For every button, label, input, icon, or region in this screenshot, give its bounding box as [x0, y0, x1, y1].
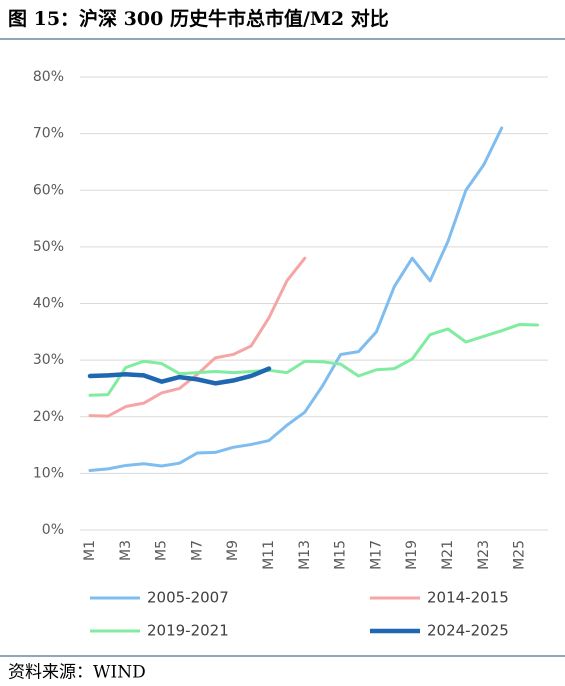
x-tick-label: M11 [261, 540, 277, 570]
legend-label: 2014-2015 [427, 589, 509, 607]
y-tick-label: 30% [33, 352, 64, 368]
legend-label: 2005-2007 [147, 589, 229, 607]
y-tick-label: 60% [33, 182, 64, 198]
line-series [88, 126, 504, 473]
x-tick-label: M5 [154, 540, 170, 561]
y-tick-label: 20% [33, 409, 64, 425]
line-series [88, 322, 539, 397]
x-tick-label: M13 [297, 540, 313, 570]
y-tick-label: 40% [33, 296, 64, 312]
x-tick-label: M9 [225, 540, 241, 561]
line-series [88, 256, 307, 418]
chart-title: 图 15：沪深 300 历史牛市总市值/M2 对比 [8, 7, 389, 30]
y-tick-label: 70% [33, 126, 64, 142]
line-series [87, 366, 272, 386]
x-tick-label: M23 [476, 540, 492, 570]
y-tick-label: 80% [33, 69, 64, 85]
x-tick-label: M1 [82, 540, 98, 561]
x-tick-label: M15 [333, 540, 349, 570]
x-tick-label: M3 [118, 540, 134, 561]
x-tick-label: M25 [512, 540, 528, 570]
x-tick-label: M7 [189, 540, 205, 561]
source: 资料来源：WIND [8, 663, 146, 683]
legend-label: 2019-2021 [147, 622, 229, 640]
y-tick-label: 50% [33, 239, 64, 255]
x-tick-label: M21 [440, 540, 456, 570]
legend-label: 2024-2025 [427, 622, 509, 640]
x-tick-label: M17 [368, 540, 384, 570]
y-tick-label: 0% [42, 522, 64, 538]
x-tick-label: M19 [404, 540, 420, 570]
y-tick-label: 10% [33, 465, 64, 481]
